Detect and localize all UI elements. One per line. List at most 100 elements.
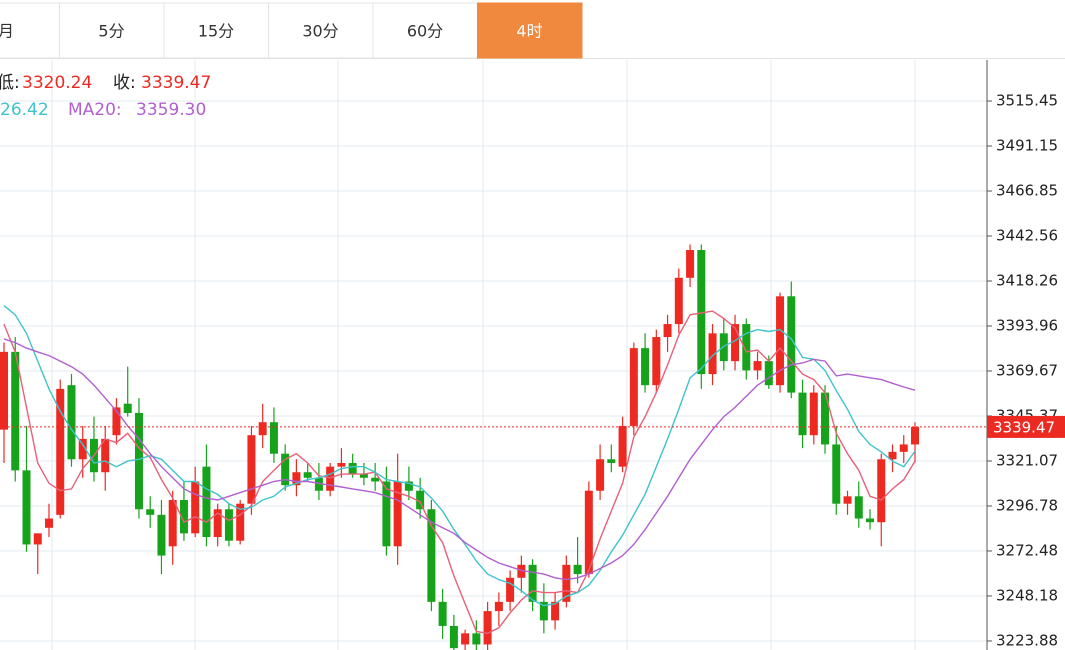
candle-body xyxy=(56,388,65,515)
candle-body xyxy=(731,324,740,362)
ma-line xyxy=(3,338,916,581)
candle-body xyxy=(686,250,695,278)
candle-body xyxy=(416,490,425,510)
candle-body xyxy=(517,564,526,578)
candle-body xyxy=(11,351,20,471)
y-tick-label: 3296.78 xyxy=(996,496,1058,514)
candle-body xyxy=(461,633,470,645)
candle-body xyxy=(899,444,908,452)
current-price-label: 3339.47 xyxy=(993,418,1055,436)
candle-body xyxy=(821,392,830,445)
candle-body xyxy=(359,474,368,478)
candle-body xyxy=(776,296,785,386)
candle-body xyxy=(224,509,233,541)
candle-body xyxy=(269,422,278,454)
candle-body xyxy=(438,601,447,626)
candle-body xyxy=(494,601,503,612)
candle-body xyxy=(33,533,42,545)
candle-body xyxy=(134,412,143,510)
current-price-tag xyxy=(987,415,1065,438)
tab[interactable] xyxy=(372,2,478,59)
ma-line xyxy=(3,305,916,607)
candle-body xyxy=(697,250,706,375)
candle-body xyxy=(539,601,548,621)
candle-body xyxy=(843,496,852,504)
candle-body xyxy=(112,407,121,436)
candle-body xyxy=(832,444,841,504)
candle-body xyxy=(303,472,312,478)
candle-body xyxy=(78,438,87,460)
candle-body xyxy=(247,435,256,504)
ma-value: 3359.30 xyxy=(136,100,206,120)
ma-value: 26.42 xyxy=(0,100,49,120)
candle-body xyxy=(618,425,627,467)
candle-body xyxy=(742,324,751,371)
tab-label: 15分 xyxy=(198,22,234,41)
candle-body xyxy=(911,426,919,445)
candle-body xyxy=(663,324,672,338)
candle-body xyxy=(877,459,886,523)
tab[interactable] xyxy=(0,2,60,59)
info-bar: 低: 3320.24 收: 3339.47 26.42 MA20: 3359.30 xyxy=(0,73,211,120)
y-tick-label: 3442.56 xyxy=(996,227,1058,245)
candle-body xyxy=(888,451,897,460)
candle-body xyxy=(562,564,571,602)
candle-body xyxy=(809,392,818,436)
plot-area xyxy=(0,244,987,650)
price-axis: 3223.883248.183272.483296.783321.073345.… xyxy=(986,60,1065,650)
tab[interactable] xyxy=(163,2,269,59)
tab[interactable] xyxy=(59,2,165,59)
candle-body xyxy=(551,601,560,621)
candle-body xyxy=(798,392,807,436)
candle-body xyxy=(191,481,200,534)
candle-body xyxy=(427,509,436,602)
candle-body xyxy=(854,496,863,519)
tab-label: 4时 xyxy=(516,22,542,41)
candle-body xyxy=(281,453,290,486)
candle-body xyxy=(506,577,515,602)
candle-body xyxy=(371,477,380,482)
period-tabs: 月 5分 15分 30分 60分 4时 xyxy=(0,2,1065,59)
y-tick-label: 3393.96 xyxy=(996,317,1058,335)
candle-body xyxy=(157,514,166,556)
candle-body xyxy=(382,481,391,547)
y-tick-label: 3248.18 xyxy=(996,586,1058,604)
candle-body xyxy=(652,337,661,386)
candle-body xyxy=(213,509,222,538)
tab-label: 5分 xyxy=(98,22,124,41)
candle-body xyxy=(348,462,357,475)
candle-body xyxy=(22,470,31,545)
candle-body xyxy=(472,633,481,645)
tab-label: 60分 xyxy=(407,22,443,41)
y-tick-label: 3491.15 xyxy=(996,137,1058,155)
candle-body xyxy=(584,490,593,575)
info-value: 3339.47 xyxy=(141,73,211,93)
y-tick-label: 3321.07 xyxy=(996,451,1058,469)
candle-body xyxy=(123,403,132,413)
candle-body xyxy=(787,296,796,393)
y-tick-label: 3272.48 xyxy=(996,541,1058,559)
info-label: 低: xyxy=(0,73,20,93)
tab[interactable] xyxy=(477,2,583,59)
candle-body xyxy=(202,466,211,538)
tab[interactable] xyxy=(268,2,374,59)
candle-body xyxy=(629,348,638,426)
candle-body xyxy=(236,503,245,541)
y-tick-label: 3418.26 xyxy=(996,272,1058,290)
candle-body xyxy=(258,422,267,436)
ma-name: MA20: xyxy=(68,100,122,120)
candle-body xyxy=(641,348,650,386)
candle-body xyxy=(607,459,616,463)
candle-body xyxy=(67,385,76,460)
candle-body xyxy=(528,564,537,602)
candle-body xyxy=(44,518,53,528)
candle-body xyxy=(719,333,728,362)
tab-label: 30分 xyxy=(302,22,338,41)
candle-body xyxy=(179,500,188,534)
info-value: 3320.24 xyxy=(22,73,92,93)
candle-body xyxy=(337,462,346,467)
candle-body xyxy=(708,333,717,375)
candle-body xyxy=(292,472,301,486)
candle-body xyxy=(674,277,683,325)
